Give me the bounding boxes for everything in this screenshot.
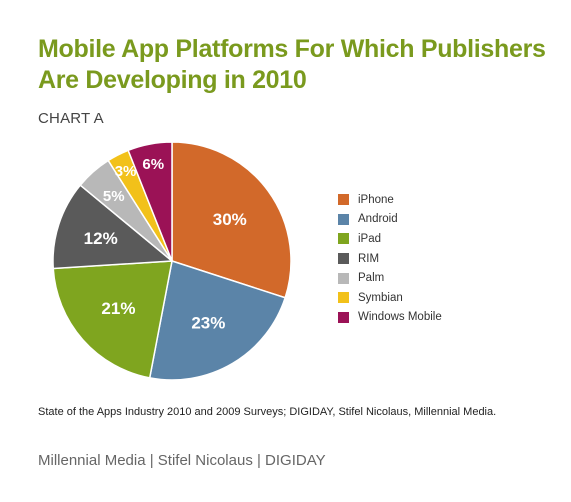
legend-item-android: Android <box>338 210 442 230</box>
chart-legend: iPhone Android iPad RIM Palm Symbian Windows M… <box>338 190 442 327</box>
legend-swatch <box>338 253 349 265</box>
legend-item-windows-mobile: Windows Mobile <box>338 308 442 328</box>
legend-label: Android <box>358 213 398 226</box>
title-line-1: Mobile App Platforms For Which Publisher… <box>38 35 546 63</box>
data-label-rim: 12% <box>84 229 118 248</box>
legend-label: iPhone <box>358 193 394 206</box>
data-label-palm: 5% <box>103 188 125 205</box>
data-label-iphone: 30% <box>213 210 247 229</box>
chart-title: Mobile App Platforms For Which Publisher… <box>38 34 558 96</box>
legend-swatch <box>338 194 349 206</box>
legend-swatch <box>338 233 349 245</box>
legend-label: RIM <box>358 252 380 265</box>
data-label-ipad: 21% <box>101 299 135 318</box>
pie-slice-rim <box>52 184 174 270</box>
legend-label: Palm <box>358 272 385 285</box>
legend-item-palm: Palm <box>338 268 442 288</box>
data-label-android: 23% <box>191 313 225 332</box>
pie-slice-windows-mobile <box>127 141 173 262</box>
source-note: State of the Apps Industry 2010 and 2009… <box>38 406 497 418</box>
legend-label: Symbian <box>358 291 403 304</box>
legend-swatch <box>338 213 349 225</box>
data-label-windows-mobile: 6% <box>142 156 164 173</box>
legend-label: Windows Mobile <box>358 311 442 324</box>
pie-slice-iphone <box>171 141 292 299</box>
legend-item-ipad: iPad <box>338 229 442 249</box>
legend-swatch <box>338 311 349 323</box>
legend-swatch <box>338 292 349 304</box>
legend-item-symbian: Symbian <box>338 288 442 308</box>
pie-slice-ipad <box>52 260 173 379</box>
legend-item-iphone: iPhone <box>338 190 442 210</box>
data-label-symbian: 3% <box>115 163 137 180</box>
pie-slice-android <box>148 260 287 381</box>
legend-swatch <box>338 272 349 284</box>
title-line-2: Are Developing in 2010 <box>38 66 307 94</box>
footer-credits: Millennial Media | Stifel Nicolaus | DIG… <box>38 452 326 469</box>
legend-item-rim: RIM <box>338 249 442 269</box>
legend-label: iPad <box>358 232 382 245</box>
chart-subtitle: CHART A <box>38 110 104 127</box>
